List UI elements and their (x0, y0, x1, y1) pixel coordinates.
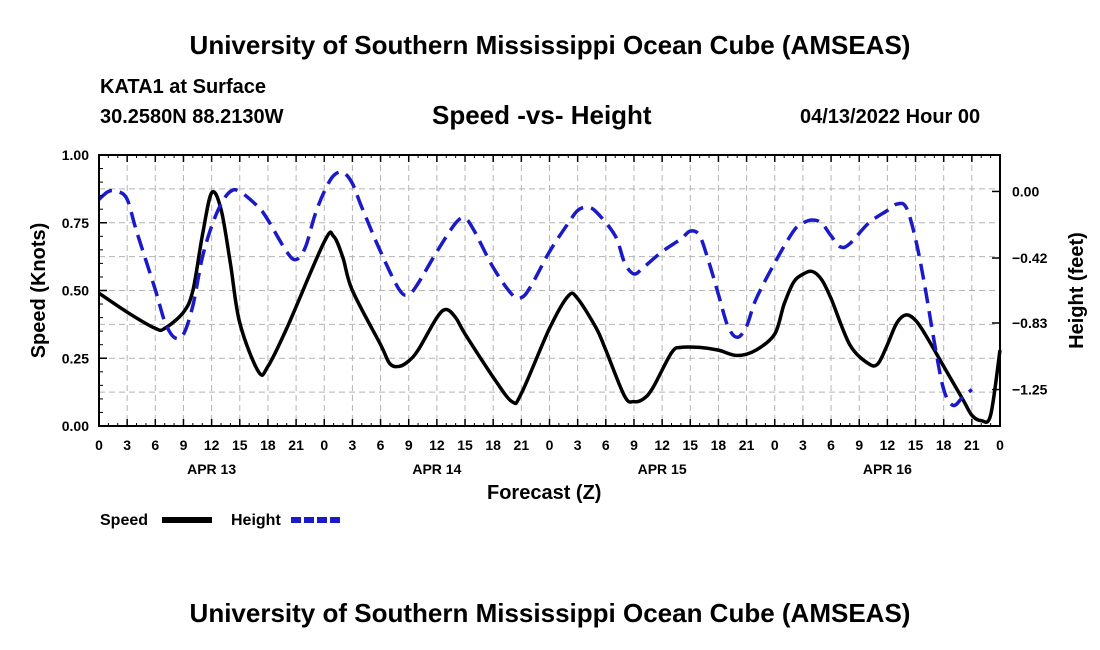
x-tick-label: 15 (457, 437, 473, 453)
x-tick-label: 12 (654, 437, 670, 453)
x-tick-label: 6 (377, 437, 385, 453)
x-tick-label: 15 (232, 437, 248, 453)
x-tick-label: 0 (546, 437, 554, 453)
x-tick-label: 9 (630, 437, 638, 453)
legend: Speed Height (100, 512, 342, 529)
series-layer (97, 170, 1002, 425)
x-tick-label: 9 (180, 437, 188, 453)
x-tick-label: 6 (602, 437, 610, 453)
series-line-height (97, 170, 973, 408)
x-tick-label: 9 (855, 437, 863, 453)
tick-layer (98, 154, 1001, 427)
x-tick-label: 0 (771, 437, 779, 453)
x-tick-label: 15 (682, 437, 698, 453)
x-tick-label: 21 (964, 437, 980, 453)
date-label: APR 16 (863, 461, 912, 477)
date-label: APR 15 (638, 461, 687, 477)
y-tick-label: 0.75 (62, 215, 89, 231)
x-tick-label: 3 (574, 437, 582, 453)
x-tick-label: 3 (349, 437, 357, 453)
label-layer: 0 3 6 9 12 15 18 21 0 3 6 9 12 15 18 21 0 3 6 9 12 15 18 21 0 3 6 9… (28, 147, 1088, 477)
x-tick-label: 21 (514, 437, 530, 453)
y-tick-label: 0.50 (62, 283, 89, 299)
x-tick-label: 15 (908, 437, 924, 453)
x-tick-label: 12 (429, 437, 445, 453)
x-tick-label: 6 (827, 437, 835, 453)
x-tick-label: 18 (711, 437, 727, 453)
series-line-speed (98, 190, 1002, 425)
y2-tick-label: −0.83 (1012, 315, 1048, 331)
y-tick-label: 0.00 (62, 418, 89, 434)
footer-title: University of Southern Mississippi Ocean… (189, 598, 911, 628)
x-tick-label: 6 (151, 437, 159, 453)
x-tick-label: 12 (204, 437, 220, 453)
grid-layer (99, 155, 1000, 426)
x-tick-label: 21 (739, 437, 755, 453)
x-tick-label: 3 (123, 437, 131, 453)
y2-axis-title: Height (feet) (1066, 232, 1088, 349)
x-tick-label: 18 (485, 437, 501, 453)
x-tick-label: 0 (320, 437, 328, 453)
y2-tick-label: −1.25 (1012, 382, 1048, 398)
date-label: APR 14 (412, 461, 461, 477)
x-tick-label: 9 (405, 437, 413, 453)
date-label: APR 13 (187, 461, 236, 477)
x-tick-label: 21 (288, 437, 304, 453)
y-tick-label: 1.00 (62, 147, 89, 163)
y2-tick-label: 0.00 (1012, 183, 1039, 199)
x-tick-label: 18 (936, 437, 952, 453)
chart-title: Speed -vs- Height (432, 100, 652, 130)
x-tick-label: 12 (880, 437, 896, 453)
x-tick-label: 3 (799, 437, 807, 453)
station-coordinates: 30.2580N 88.2130W (100, 106, 284, 128)
y-tick-label: 0.25 (62, 350, 89, 366)
x-axis-title: Forecast (Z) (487, 482, 602, 504)
forecast-datetime: 04/13/2022 Hour 00 (800, 106, 981, 128)
legend-label-speed: Speed (100, 512, 148, 529)
x-tick-label: 0 (95, 437, 103, 453)
x-tick-label: 0 (996, 437, 1004, 453)
legend-label-height: Height (231, 512, 281, 529)
y2-tick-label: −0.42 (1012, 250, 1048, 266)
page-title: University of Southern Mississippi Ocean… (189, 30, 911, 60)
y-axis-title: Speed (Knots) (28, 223, 50, 359)
station-label: KATA1 at Surface (100, 76, 266, 98)
x-tick-label: 18 (260, 437, 276, 453)
